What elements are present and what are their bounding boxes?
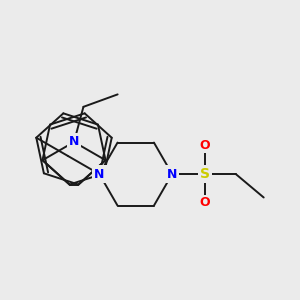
Text: N: N: [94, 168, 104, 181]
Text: O: O: [200, 139, 210, 152]
Text: O: O: [200, 196, 210, 209]
Text: N: N: [69, 136, 79, 148]
Text: S: S: [200, 167, 210, 181]
Text: N: N: [167, 168, 177, 181]
